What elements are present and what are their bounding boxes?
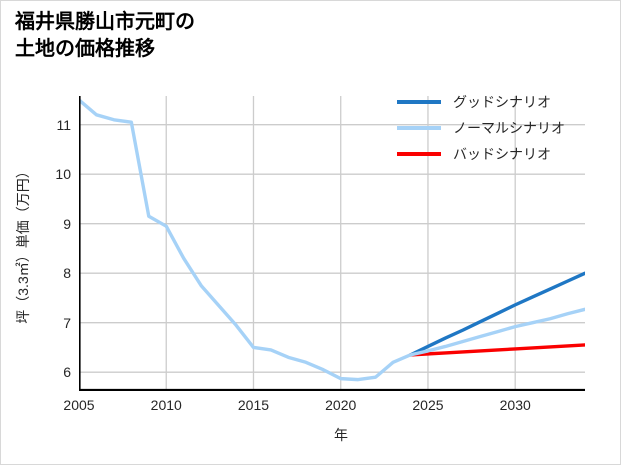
- plot-area: [79, 96, 585, 391]
- legend-item-normal-scenario[interactable]: ノーマルシナリオ: [397, 115, 607, 141]
- y-tick-label: 8: [63, 265, 71, 282]
- x-tick-label: 2005: [63, 397, 95, 413]
- x-tick-label: 2010: [150, 397, 182, 413]
- legend-swatch-good-scenario: [397, 100, 441, 104]
- legend-item-bad-scenario[interactable]: バッドシナリオ: [397, 141, 607, 167]
- legend-swatch-normal-scenario: [397, 126, 441, 130]
- legend-swatch-bad-scenario: [397, 152, 441, 156]
- chart-title: 福井県勝山市元町の 土地の価格推移: [15, 11, 195, 60]
- y-axis-label-wrapper: 坪（3.3㎡）単価（万円）: [15, 96, 32, 391]
- x-axis-label: 年: [334, 427, 348, 443]
- y-tick-label: 7: [63, 314, 71, 331]
- y-tick-label: 9: [63, 215, 71, 232]
- y-tick-label: 11: [56, 116, 71, 133]
- legend-label: ノーマルシナリオ: [453, 120, 565, 136]
- y-tick-label: 6: [63, 364, 71, 381]
- chart-legend: グッドシナリオ ノーマルシナリオ バッドシナリオ: [397, 89, 607, 167]
- x-tick-label: 2015: [237, 397, 270, 413]
- x-tick-label: 2020: [325, 397, 357, 413]
- y-tick-label: 10: [55, 166, 71, 183]
- x-tick-label: 2030: [499, 397, 531, 413]
- legend-label: グッドシナリオ: [453, 94, 551, 110]
- series-line: [79, 98, 585, 382]
- series-lines: [79, 98, 585, 382]
- x-tick-label: 2025: [412, 397, 444, 413]
- plot-svg: [79, 96, 585, 391]
- legend-item-good-scenario[interactable]: グッドシナリオ: [397, 89, 607, 115]
- legend-label: バッドシナリオ: [453, 146, 551, 162]
- y-axis-label: 坪（3.3㎡）単価（万円）: [15, 163, 31, 324]
- series-line: [408, 343, 585, 357]
- series-line: [408, 271, 585, 357]
